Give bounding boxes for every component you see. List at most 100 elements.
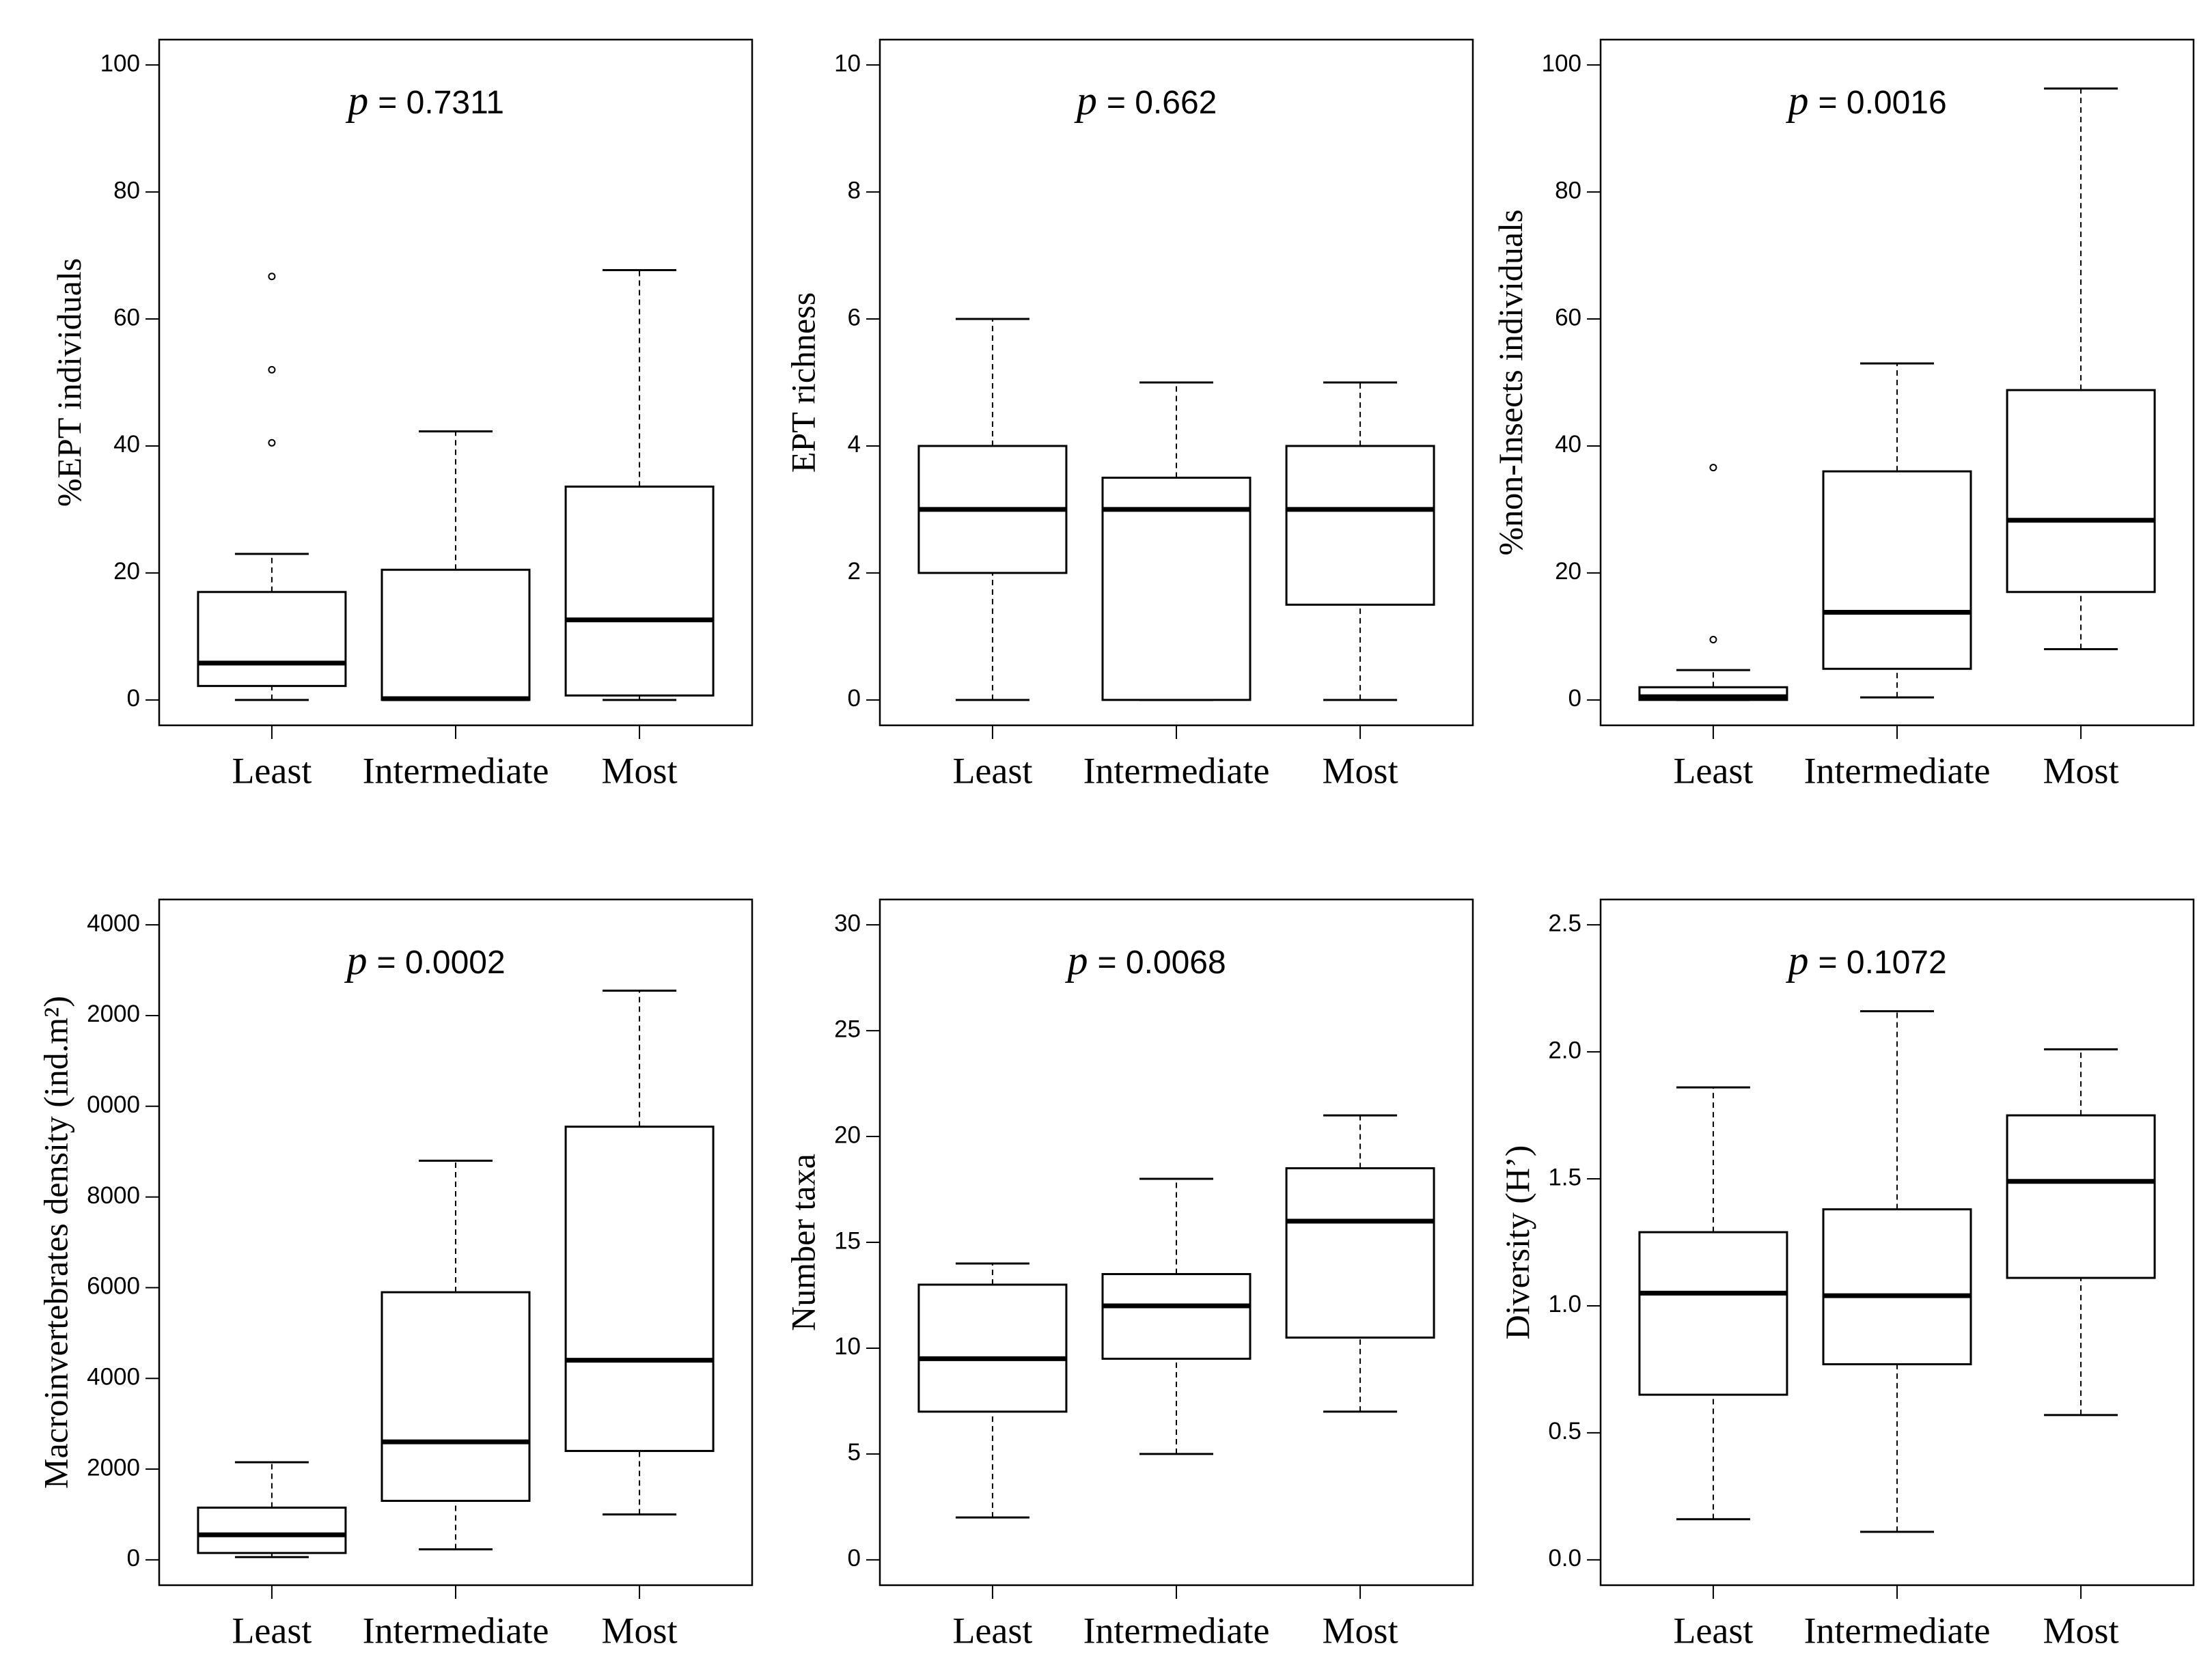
x-tick-label: Most [2043,750,2119,791]
y-tick-label: 60 [1555,304,1581,331]
x-tick-label: Most [1323,1610,1398,1651]
outlier [268,438,276,447]
y-tick-label: 8 [848,177,861,204]
p-value: p = 0.0068 [1065,938,1226,983]
y-tick-label: 2 [848,558,861,585]
y-axis-title: Number taxa [784,1154,822,1331]
x-tick-label: Intermediate [1083,1610,1270,1651]
y-tick-label: 6000 [87,1273,140,1300]
x-tick-label: Least [1673,1610,1753,1651]
x-tick-label: Least [232,1610,312,1651]
y-tick-label: 0 [848,1545,861,1572]
y-tick-label: 4 [848,431,861,458]
y-tick-label: 8000 [87,1182,140,1209]
x-tick-label: Least [952,750,1032,791]
p-symbol: p [1074,78,1097,123]
y-tick-label: 80 [1555,177,1581,204]
p-value: p = 0.0016 [1786,78,1947,123]
p-value: p = 0.662 [1074,78,1217,123]
y-tick-label: 0000 [87,1091,140,1118]
box [197,591,347,687]
box [381,1291,531,1502]
p-value: p = 0.0002 [344,938,506,983]
y-tick-label: 1.0 [1548,1291,1581,1317]
y-tick-label: 10 [834,50,861,76]
y-tick-label: 20 [834,1121,861,1148]
p-text: = 0.1072 [1819,945,1947,981]
y-tick-label: 60 [113,304,140,331]
y-tick-label: 20 [113,558,140,585]
p-symbol: p [345,78,368,123]
y-tick-label: 1.5 [1548,1164,1581,1190]
panel: 0 2000 4000 6000 8000 0000 2000 4000 Macroinvert… [37,898,754,1651]
box [2006,389,2156,594]
x-tick-label: Intermediate [1804,1610,1991,1651]
x-tick-label: Most [1323,750,1398,791]
y-axis-title: EPT richness [784,292,822,473]
box [381,568,531,701]
y-tick-label: 2.5 [1548,910,1581,936]
y-tick-label: 2.0 [1548,1037,1581,1063]
y-axis-title: %non-Insects individuals [1491,210,1530,556]
box [564,1126,715,1452]
y-tick-label: 80 [113,177,140,204]
box [564,485,715,697]
y-tick-label: 100 [1542,50,1581,76]
p-symbol: p [344,938,368,983]
y-tick-label: 100 [100,50,140,76]
y-tick-label: 20 [1555,558,1581,585]
p-value: p = 0.1072 [1786,938,1947,983]
y-tick-label: 30 [834,910,861,936]
y-tick-label: 0 [127,685,140,712]
y-axis-title: Diversity (H’) [1498,1145,1536,1340]
y-tick-label: 40 [113,431,140,458]
x-tick-label: Least [1673,750,1753,791]
p-text: = 0.0016 [1819,85,1947,121]
p-symbol: p [1065,938,1088,983]
y-tick-label: 5 [848,1439,861,1466]
outlier [268,365,276,374]
p-text: = 0.0068 [1098,945,1226,981]
panel: 0 20 40 60 80 100 %non-Insects individuals p = 0… [1491,38,2195,791]
y-tick-label: 25 [834,1016,861,1042]
x-tick-label: Most [2043,1610,2119,1651]
x-tick-label: Intermediate [1804,750,1991,791]
y-tick-label: 0 [127,1545,140,1572]
panel: 0 2 4 6 8 10 EPT richness p = 0.662 Least Intermed… [784,38,1474,791]
box [1638,1231,1788,1396]
x-tick-label: Least [952,1610,1032,1651]
x-tick-label: Intermediate [1083,750,1270,791]
y-tick-label: 40 [1555,431,1581,458]
panel: 0 20 40 60 80 100 %EPT individuals p = 0.7311 Lea… [50,38,754,791]
x-tick-label: Intermediate [363,1610,549,1651]
box [2006,1114,2156,1279]
y-tick-label: 4000 [87,910,140,936]
x-tick-label: Most [602,1610,678,1651]
y-tick-label: 0.0 [1548,1545,1581,1572]
box [1822,470,1972,670]
box [197,1506,347,1554]
y-axis-title: Macroinvertebrates density (ind.m²) [37,996,75,1489]
y-tick-label: 15 [834,1227,861,1254]
box [1101,1272,1252,1360]
p-symbol: p [1786,938,1809,983]
p-value: p = 0.7311 [345,78,504,123]
y-tick-label: 6 [848,304,861,331]
y-tick-label: 0 [1568,685,1581,712]
x-tick-label: Least [232,750,312,791]
p-text: = 0.0002 [377,945,506,981]
panel: 0 5 10 15 20 25 30 Number taxa p = 0.0068 Least Int… [784,898,1474,1651]
y-tick-label: 10 [834,1333,861,1360]
p-text: = 0.7311 [378,85,504,121]
p-text: = 0.662 [1107,85,1217,121]
panel: 0.0 0.5 1.0 1.5 2.0 2.5 Diversity (H’) p = 0.107… [1498,898,2195,1651]
box [1822,1208,1972,1365]
y-tick-label: 2000 [87,1454,140,1481]
box [1285,445,1435,606]
outlier [1709,636,1717,643]
outlier [268,273,276,281]
x-tick-label: Most [602,750,678,791]
box [1101,476,1252,701]
y-tick-label: 0.5 [1548,1418,1581,1444]
